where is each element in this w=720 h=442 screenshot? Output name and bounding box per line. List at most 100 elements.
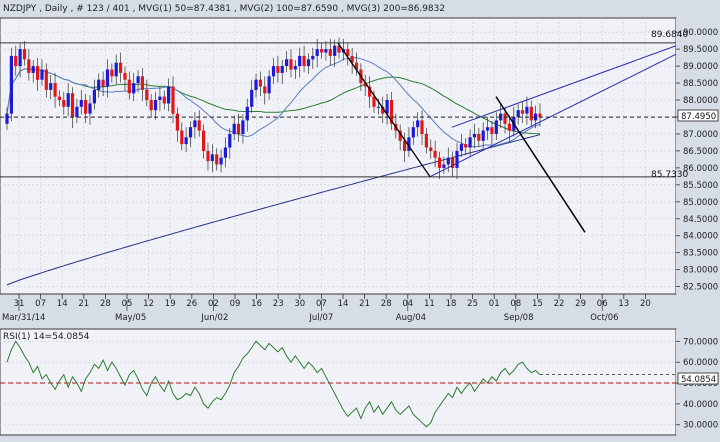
rsi-tick-label: 60.0000 bbox=[683, 358, 718, 368]
month-label: Sep/08 bbox=[504, 313, 534, 323]
rsi-lines bbox=[0, 340, 676, 428]
candle-up bbox=[494, 120, 498, 134]
month-label: Mar/31/14 bbox=[2, 313, 45, 323]
upper-level-label: 89.6840 bbox=[651, 30, 688, 40]
candle-down bbox=[171, 86, 175, 114]
price-tick-label: 84.0000 bbox=[683, 232, 718, 242]
candle-down bbox=[529, 106, 533, 121]
date-tick-label: 14 bbox=[338, 299, 349, 309]
date-tick-label: 15 bbox=[532, 299, 543, 309]
candle-up bbox=[188, 127, 193, 138]
candle-down bbox=[350, 55, 354, 63]
candle-up bbox=[385, 100, 389, 114]
price-tick-label: 83.0000 bbox=[683, 266, 718, 276]
candle-down bbox=[289, 59, 293, 70]
candle-up bbox=[298, 55, 302, 67]
candle-up bbox=[486, 127, 490, 131]
candle-up bbox=[459, 144, 463, 151]
candle-down bbox=[490, 127, 494, 134]
candle-down bbox=[477, 133, 481, 141]
candle-down bbox=[197, 120, 201, 131]
candle-down bbox=[127, 79, 131, 94]
candle-up bbox=[167, 86, 171, 104]
price-tick-label: 87.0000 bbox=[683, 130, 718, 140]
price-panel[interactable] bbox=[0, 17, 677, 295]
price-tick-label: 85.5000 bbox=[683, 181, 718, 191]
candle-down bbox=[36, 66, 40, 80]
candle-down bbox=[368, 86, 372, 97]
date-tick-label: 20 bbox=[640, 299, 651, 309]
candle-down bbox=[503, 113, 507, 124]
chart-header: NZDJPY , Daily , # 123 / 401 , MVG(1) 50… bbox=[3, 4, 445, 14]
candle-down bbox=[62, 100, 66, 107]
date-tick-label: 28 bbox=[100, 299, 111, 309]
date-tick-label: 23 bbox=[273, 299, 284, 309]
candle-down bbox=[215, 154, 219, 165]
date-tick-label: 22 bbox=[554, 299, 565, 309]
candle-up bbox=[193, 120, 197, 128]
candle-up bbox=[40, 69, 44, 80]
candle-up bbox=[293, 66, 297, 70]
candle-down bbox=[145, 89, 149, 100]
price-tick-label: 86.0000 bbox=[683, 164, 718, 174]
date-tick-label: 28 bbox=[381, 299, 392, 309]
date-tick-label: 07 bbox=[35, 299, 46, 309]
rsi-panel[interactable] bbox=[0, 328, 677, 436]
candle-up bbox=[250, 89, 254, 107]
candle-up bbox=[472, 133, 477, 138]
projection-line bbox=[495, 96, 586, 233]
date-tick-label: 14 bbox=[57, 299, 68, 309]
lower-level-label: 85.7330 bbox=[651, 170, 688, 180]
price-tick-label: 88.5000 bbox=[683, 79, 718, 89]
candle-up bbox=[516, 110, 520, 117]
candle-up bbox=[324, 49, 328, 53]
candle-up bbox=[481, 130, 485, 141]
candle-up bbox=[158, 96, 162, 100]
candle-down bbox=[420, 120, 424, 134]
candle-down bbox=[22, 49, 27, 60]
candle-down bbox=[538, 113, 542, 117]
month-label: Oct/06 bbox=[590, 313, 618, 323]
candle-down bbox=[140, 76, 144, 90]
candle-down bbox=[101, 79, 105, 87]
candle-down bbox=[437, 157, 442, 168]
candle-up bbox=[223, 147, 227, 158]
downtrend-line bbox=[337, 42, 431, 178]
candle-up bbox=[97, 79, 101, 90]
candle-down bbox=[175, 113, 179, 131]
candle-down bbox=[346, 49, 350, 56]
candle-down bbox=[258, 79, 262, 87]
drawn-lines bbox=[0, 42, 677, 233]
candle-up bbox=[280, 66, 284, 73]
month-label: Jul/07 bbox=[308, 313, 333, 323]
price-tick-label: 89.0000 bbox=[683, 62, 718, 72]
candle-down bbox=[202, 130, 206, 151]
candle-down bbox=[507, 123, 511, 131]
rsi-header: RSI(1) 14=54.0854 bbox=[3, 332, 90, 342]
price-tick-label: 86.5000 bbox=[683, 147, 718, 157]
month-label: Jun/02 bbox=[200, 313, 228, 323]
date-tick-label: 13 bbox=[618, 299, 629, 309]
price-axis bbox=[676, 18, 720, 294]
candle-up bbox=[315, 49, 319, 56]
candle-up bbox=[411, 127, 415, 138]
candle-up bbox=[468, 137, 472, 148]
date-tick-label: 25 bbox=[467, 299, 478, 309]
price-tick-label: 84.5000 bbox=[683, 215, 718, 225]
ma100-line bbox=[6, 68, 541, 135]
candle-up bbox=[525, 106, 529, 114]
candle-down bbox=[398, 130, 402, 141]
candle-up bbox=[416, 120, 420, 128]
candle-up bbox=[153, 100, 158, 111]
candle-down bbox=[389, 100, 394, 124]
rsi-current-label: 54.0854 bbox=[677, 372, 719, 385]
candle-up bbox=[241, 120, 245, 134]
candle-up bbox=[9, 55, 13, 114]
candle-up bbox=[245, 106, 249, 121]
candle-down bbox=[363, 83, 367, 87]
candle-up bbox=[49, 83, 53, 90]
candle-up bbox=[92, 89, 96, 104]
svg-text:89.6840: 89.6840 bbox=[651, 30, 688, 40]
